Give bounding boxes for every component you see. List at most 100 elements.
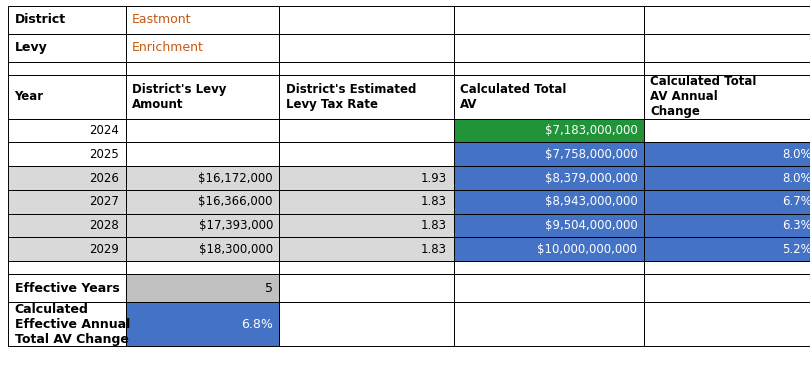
- Bar: [8, 142, 126, 166]
- Bar: [454, 166, 644, 190]
- Bar: [644, 119, 810, 142]
- Text: $8,943,000,000: $8,943,000,000: [544, 195, 637, 208]
- Text: 2025: 2025: [89, 148, 119, 161]
- Bar: [8, 274, 126, 302]
- Text: $8,379,000,000: $8,379,000,000: [544, 172, 637, 185]
- Text: 6.8%: 6.8%: [241, 317, 273, 331]
- Bar: [279, 302, 454, 346]
- Bar: [644, 302, 810, 346]
- Bar: [126, 142, 279, 166]
- Bar: [8, 34, 126, 62]
- Text: 6.3%: 6.3%: [782, 219, 810, 232]
- Bar: [126, 6, 279, 34]
- Text: Enrichment: Enrichment: [132, 41, 204, 54]
- Bar: [279, 274, 454, 302]
- Bar: [8, 261, 126, 274]
- Text: 5: 5: [265, 282, 273, 295]
- Text: Effective Years: Effective Years: [15, 282, 119, 295]
- Bar: [454, 261, 644, 274]
- Bar: [126, 261, 279, 274]
- Bar: [8, 6, 126, 34]
- Bar: [279, 75, 454, 119]
- Bar: [8, 237, 126, 261]
- Bar: [454, 274, 644, 302]
- Bar: [279, 190, 454, 214]
- Text: 1.83: 1.83: [421, 243, 447, 256]
- Bar: [644, 142, 810, 166]
- Bar: [279, 237, 454, 261]
- Text: $7,758,000,000: $7,758,000,000: [544, 148, 637, 161]
- Bar: [126, 190, 279, 214]
- Bar: [279, 6, 454, 34]
- Bar: [454, 190, 644, 214]
- Bar: [644, 190, 810, 214]
- Bar: [454, 34, 644, 62]
- Text: Levy: Levy: [15, 41, 47, 54]
- Text: 1.83: 1.83: [421, 219, 447, 232]
- Bar: [644, 34, 810, 62]
- Text: $9,504,000,000: $9,504,000,000: [544, 219, 637, 232]
- Bar: [644, 214, 810, 237]
- Bar: [454, 214, 644, 237]
- Text: $10,000,000,000: $10,000,000,000: [538, 243, 637, 256]
- Text: $18,300,000: $18,300,000: [198, 243, 273, 256]
- Text: 1.83: 1.83: [421, 195, 447, 208]
- Text: 2028: 2028: [89, 219, 119, 232]
- Bar: [454, 142, 644, 166]
- Bar: [454, 6, 644, 34]
- Bar: [126, 274, 279, 302]
- Bar: [126, 237, 279, 261]
- Text: $16,172,000: $16,172,000: [198, 172, 273, 185]
- Bar: [279, 261, 454, 274]
- Bar: [126, 75, 279, 119]
- Bar: [126, 34, 279, 62]
- Bar: [279, 62, 454, 75]
- Text: $7,183,000,000: $7,183,000,000: [544, 124, 637, 137]
- Text: 1.93: 1.93: [421, 172, 447, 185]
- Bar: [279, 119, 454, 142]
- Bar: [454, 119, 644, 142]
- Text: District: District: [15, 13, 66, 26]
- Bar: [126, 62, 279, 75]
- Bar: [279, 214, 454, 237]
- Bar: [126, 214, 279, 237]
- Text: Eastmont: Eastmont: [132, 13, 191, 26]
- Bar: [8, 166, 126, 190]
- Bar: [279, 142, 454, 166]
- Bar: [279, 34, 454, 62]
- Text: 2026: 2026: [89, 172, 119, 185]
- Bar: [454, 302, 644, 346]
- Text: Calculated Total
AV: Calculated Total AV: [460, 83, 566, 111]
- Text: Year: Year: [15, 90, 44, 104]
- Text: Calculated Total
AV Annual
Change: Calculated Total AV Annual Change: [650, 75, 757, 118]
- Text: 8.0%: 8.0%: [782, 172, 810, 185]
- Text: 2029: 2029: [89, 243, 119, 256]
- Text: District's Estimated
Levy Tax Rate: District's Estimated Levy Tax Rate: [286, 83, 416, 111]
- Bar: [8, 302, 126, 346]
- Text: $17,393,000: $17,393,000: [198, 219, 273, 232]
- Text: District's Levy
Amount: District's Levy Amount: [132, 83, 227, 111]
- Bar: [644, 6, 810, 34]
- Bar: [644, 274, 810, 302]
- Text: 6.7%: 6.7%: [782, 195, 810, 208]
- Text: 2024: 2024: [89, 124, 119, 137]
- Bar: [8, 62, 126, 75]
- Bar: [644, 75, 810, 119]
- Bar: [126, 166, 279, 190]
- Text: 2027: 2027: [89, 195, 119, 208]
- Bar: [644, 166, 810, 190]
- Bar: [126, 119, 279, 142]
- Bar: [454, 75, 644, 119]
- Bar: [454, 62, 644, 75]
- Bar: [454, 237, 644, 261]
- Bar: [8, 75, 126, 119]
- Text: 8.0%: 8.0%: [782, 148, 810, 161]
- Bar: [8, 190, 126, 214]
- Bar: [644, 261, 810, 274]
- Bar: [644, 62, 810, 75]
- Bar: [644, 237, 810, 261]
- Text: 5.2%: 5.2%: [782, 243, 810, 256]
- Bar: [126, 302, 279, 346]
- Text: Calculated
Effective Annual
Total AV Change: Calculated Effective Annual Total AV Cha…: [15, 303, 130, 346]
- Bar: [279, 166, 454, 190]
